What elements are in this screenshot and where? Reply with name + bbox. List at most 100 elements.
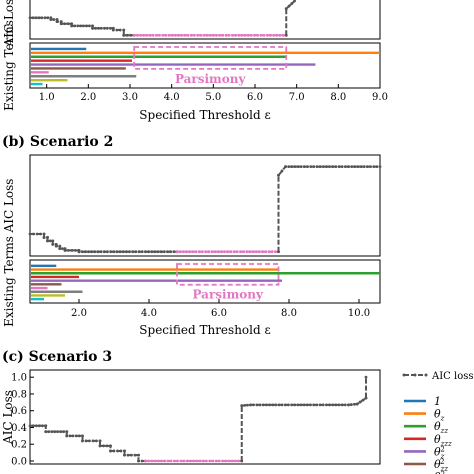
loss-point: [166, 459, 170, 463]
loss-point: [230, 459, 234, 463]
loss-point: [137, 459, 140, 463]
loss-point: [350, 165, 354, 169]
loss-point: [142, 33, 146, 37]
loss-point: [205, 459, 208, 463]
loss-point: [378, 165, 382, 169]
loss-point: [49, 18, 53, 21]
loss-point: [259, 33, 263, 37]
loss-point: [56, 430, 60, 434]
panel-title: (b) Scenario 2: [2, 134, 113, 150]
loss-point: [277, 250, 280, 254]
loss-point: [240, 404, 244, 408]
loss-point: [70, 249, 74, 252]
loss-point: [281, 33, 285, 37]
loss-point: [67, 249, 70, 252]
loss-point: [224, 459, 228, 463]
loss-point: [265, 33, 269, 37]
loss-point: [60, 247, 64, 251]
loss-point: [215, 33, 218, 37]
loss-point: [271, 403, 275, 407]
loss-point: [169, 250, 173, 254]
loss-point: [41, 424, 44, 428]
loss-point: [172, 250, 176, 254]
loss-point: [154, 33, 158, 37]
loss-point: [194, 250, 198, 254]
x-axis-label: Specified Threshold ε: [139, 323, 270, 337]
loss-point: [296, 403, 300, 407]
parsimony-annotation: Parsimony: [192, 288, 264, 302]
loss-point: [176, 459, 179, 463]
loss-point: [51, 242, 55, 246]
loss-point: [343, 165, 347, 169]
loss-point: [115, 28, 119, 32]
parsimony-box: [176, 263, 280, 286]
loss-point: [290, 2, 294, 5]
loss-point: [191, 250, 195, 254]
x-tick-label: 7.0: [289, 92, 305, 103]
loss-point: [268, 403, 271, 407]
loss-point: [84, 439, 88, 443]
y-tick-label: 0.2: [11, 440, 27, 451]
loss-point: [280, 403, 284, 407]
loss-point: [200, 250, 204, 254]
legend-item-label: 1: [434, 395, 441, 408]
loss-point: [262, 33, 266, 37]
loss-point: [230, 33, 234, 37]
loss-axis-label: AIC Loss: [2, 0, 16, 47]
parsimony-box: [133, 46, 288, 70]
loss-point: [118, 250, 122, 254]
loss-point: [170, 33, 174, 37]
loss-point: [264, 250, 268, 254]
scenario3-chart: (c) Scenario 3 AIC Loss 0.0 0.2 0.4 0.6 0.8 1.0: [1, 349, 381, 468]
loss-point: [166, 250, 169, 254]
loss-point: [55, 20, 59, 24]
loss-point: [143, 250, 147, 254]
loss-point: [46, 239, 49, 243]
loss-point: [177, 33, 180, 37]
loss-point: [270, 250, 274, 254]
loss-point: [31, 424, 35, 428]
loss-point: [198, 459, 202, 463]
loss-point: [362, 165, 366, 169]
loss-point: [340, 165, 344, 169]
x-tick-label: 1.0: [39, 92, 55, 103]
loss-point: [211, 33, 215, 37]
loss-point: [331, 403, 335, 407]
loss-point: [296, 165, 300, 169]
loss-point: [334, 165, 338, 169]
loss-point: [119, 449, 123, 453]
loss-point: [147, 250, 150, 254]
loss-point: [77, 434, 81, 438]
loss-point: [359, 165, 363, 169]
loss-point: [284, 165, 287, 169]
loss-point: [220, 250, 223, 254]
loss-point: [192, 459, 196, 463]
loss-point: [52, 18, 56, 21]
loss-point: [128, 250, 131, 254]
loss-point: [352, 402, 356, 406]
loss-point: [246, 33, 250, 37]
loss-point: [53, 430, 57, 434]
loss-series-line: [285, 0, 296, 36]
y-tick-label: 1.0: [11, 373, 27, 384]
loss-axes-frame: [29, 369, 381, 465]
loss-point: [328, 403, 331, 407]
loss-point: [287, 4, 291, 8]
x-tick-label: 6.0: [247, 92, 263, 103]
loss-point: [205, 33, 209, 37]
loss-point: [210, 250, 214, 254]
loss-axes-frame: [29, 154, 381, 257]
loss-point: [321, 165, 325, 169]
legend-loss-label: AIC loss: [431, 371, 473, 382]
loss-point: [43, 16, 47, 20]
loss-point: [290, 403, 293, 407]
loss-point: [50, 430, 54, 434]
loss-point: [161, 33, 165, 37]
loss-point: [59, 22, 63, 26]
loss-point: [47, 430, 51, 434]
loss-point: [121, 250, 125, 254]
loss-point: [306, 165, 309, 169]
loss-point: [163, 459, 167, 463]
loss-point: [83, 250, 87, 254]
